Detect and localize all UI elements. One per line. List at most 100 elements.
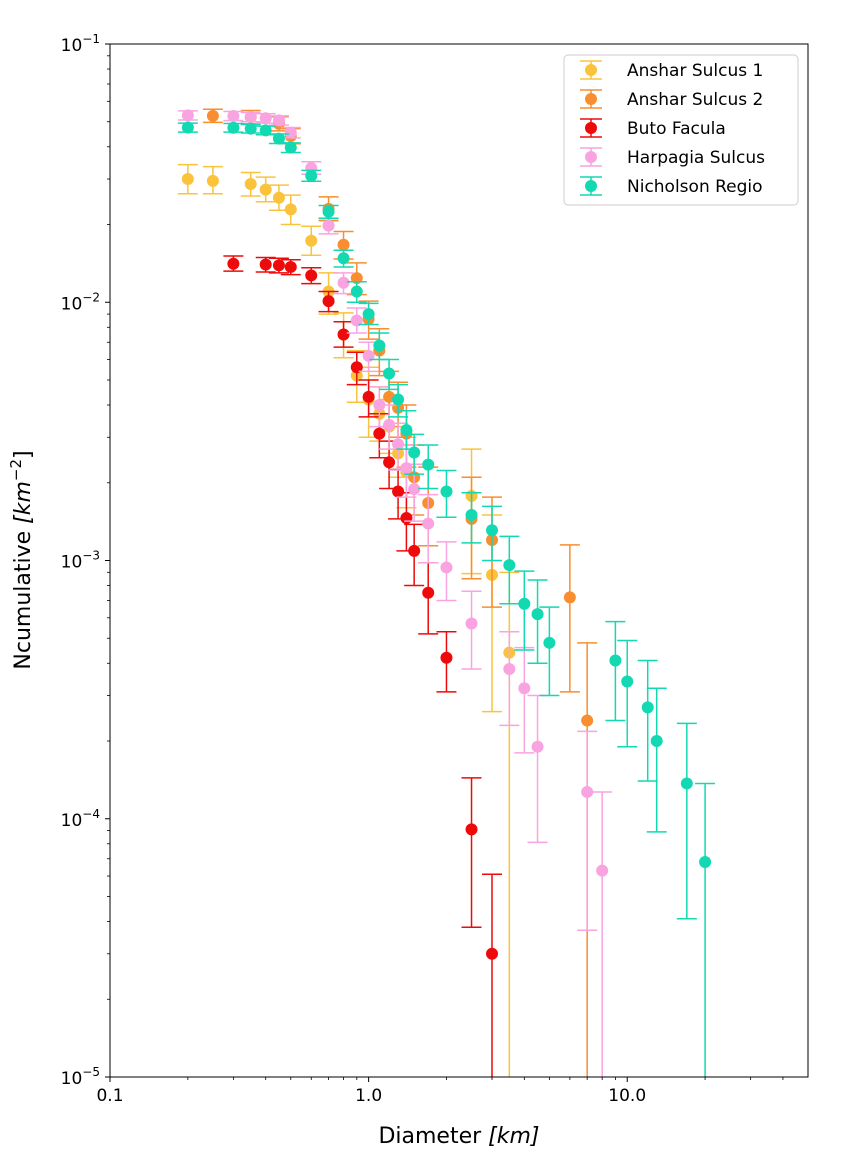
data-point [259, 258, 272, 271]
data-point [609, 654, 622, 667]
data-point [408, 544, 421, 557]
data-point [383, 367, 396, 380]
data-point [337, 276, 350, 289]
data-point [680, 777, 693, 790]
data-point [227, 121, 240, 134]
data-point [503, 663, 516, 676]
legend-label: Harpagia Sulcus [627, 148, 765, 168]
plot-background [110, 44, 808, 1077]
y-tick-base: 10 [61, 36, 83, 56]
data-point [465, 509, 478, 522]
y-tick-exponent: −1 [82, 32, 100, 46]
y-tick-label: 10−4 [61, 807, 100, 831]
data-point [518, 682, 531, 695]
data-point [227, 257, 240, 270]
data-point [641, 701, 654, 714]
legend-item: Harpagia Sulcus [580, 147, 765, 168]
data-point [440, 485, 453, 498]
series-group [223, 255, 503, 1077]
legend-marker [585, 64, 597, 76]
data-point [465, 823, 478, 836]
legend-item: Buto Facula [580, 118, 726, 139]
y-axis-label-main: Ncumulative [11, 524, 36, 670]
data-point [362, 308, 375, 321]
y-axis-label: Ncumulative [km−2] [7, 450, 36, 669]
legend-item: Nicholson Regio [580, 176, 763, 197]
data-point [259, 112, 272, 125]
data-point [350, 314, 363, 327]
y-tick-exponent: −5 [82, 1065, 100, 1079]
data-point [400, 462, 413, 475]
legend-items: Anshar Sulcus 1 Anshar Sulcus 2 Buto Facul… [580, 60, 765, 197]
data-point [373, 427, 386, 440]
data-point [181, 121, 194, 134]
series-layer [177, 108, 716, 1077]
data-point [486, 947, 499, 960]
y-axis-ticks: 10−510−410−310−210−1 [61, 32, 110, 1089]
data-point [206, 109, 219, 122]
data-point [596, 864, 609, 877]
series-group [177, 121, 716, 1077]
data-point [284, 260, 297, 273]
data-point [181, 173, 194, 186]
y-tick-base: 10 [61, 811, 83, 831]
data-point [422, 458, 435, 471]
data-point [206, 174, 219, 187]
data-point [337, 238, 350, 251]
legend-marker [585, 122, 597, 134]
data-point [400, 512, 413, 525]
y-tick-label: 10−5 [61, 1065, 100, 1089]
data-point [259, 124, 272, 137]
x-tick-label: 0.1 [96, 1086, 123, 1106]
legend-label: Buto Facula [627, 119, 726, 139]
x-axis-label: Diameter [km] [378, 1124, 539, 1149]
data-point [373, 339, 386, 352]
data-point [531, 608, 544, 621]
data-point [392, 485, 405, 498]
data-point [518, 597, 531, 610]
data-point [272, 132, 285, 145]
y-tick-label: 10−3 [61, 549, 100, 573]
data-point [305, 234, 318, 247]
data-point [581, 714, 594, 727]
data-point [392, 393, 405, 406]
legend-label: Nicholson Regio [627, 177, 763, 197]
y-axis-label-close: ] [11, 450, 36, 459]
legend-marker [585, 151, 597, 163]
legend-marker [585, 93, 597, 105]
data-point [350, 285, 363, 298]
data-point [305, 169, 318, 182]
data-point [272, 114, 285, 127]
data-point [440, 561, 453, 574]
data-point [650, 735, 663, 748]
y-axis-label-exponent: −2 [7, 459, 25, 481]
legend: Anshar Sulcus 1 Anshar Sulcus 2 Buto Facul… [563, 54, 799, 206]
data-point [259, 183, 272, 196]
data-point [503, 559, 516, 572]
y-tick-base: 10 [61, 553, 83, 573]
data-point [699, 856, 712, 869]
legend-item: Anshar Sulcus 1 [580, 60, 763, 81]
data-point [322, 219, 335, 232]
data-point [350, 361, 363, 374]
data-point [244, 110, 257, 123]
data-point [465, 617, 478, 630]
data-point [392, 438, 405, 451]
data-point [400, 424, 413, 437]
data-point [383, 418, 396, 431]
x-axis-label-main: Diameter [378, 1124, 488, 1149]
data-point [563, 591, 576, 604]
data-point [383, 456, 396, 469]
y-axis-label-unit: [km [11, 481, 36, 524]
x-axis-label-unit: [km] [488, 1124, 539, 1149]
data-point [621, 675, 634, 688]
data-point [408, 483, 421, 496]
y-tick-label: 10−2 [61, 290, 100, 314]
data-point [383, 390, 396, 403]
y-tick-exponent: −2 [82, 290, 100, 304]
data-point [322, 205, 335, 218]
data-point [272, 191, 285, 204]
data-point [322, 295, 335, 308]
data-point [272, 259, 285, 272]
